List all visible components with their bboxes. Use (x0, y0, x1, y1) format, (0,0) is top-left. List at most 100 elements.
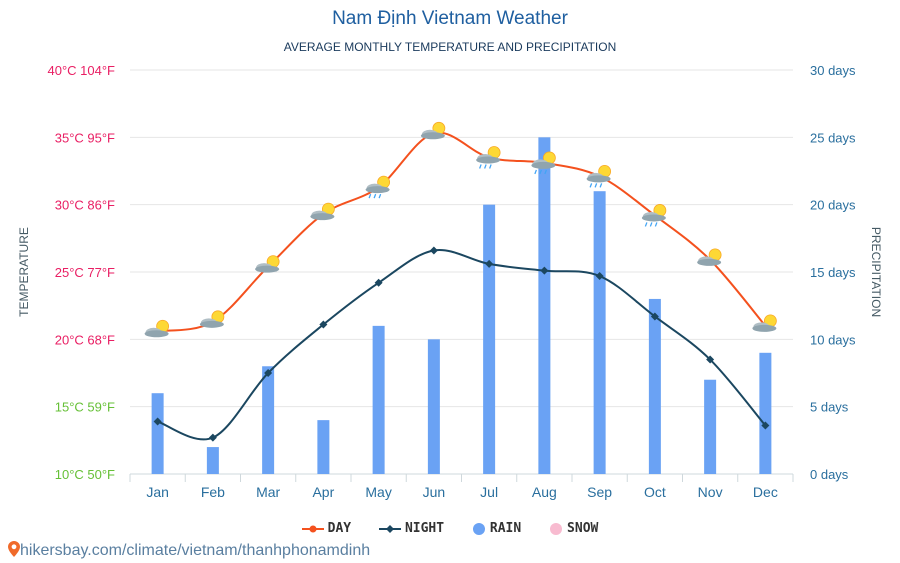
chart-title: Nam Định Vietnam Weather (332, 8, 568, 29)
night-point (706, 355, 715, 364)
legend: DAY NIGHT RAIN SNOW (0, 521, 900, 536)
cloud-shape (586, 175, 611, 183)
cloud-shape (531, 161, 556, 169)
night-point (540, 266, 549, 275)
rain-drop (484, 164, 487, 169)
source-link[interactable]: hikersbay.com/climate/vietnam/thanhphona… (8, 541, 370, 560)
cloud-shape (752, 324, 777, 332)
day-line-icon (301, 525, 324, 532)
rain-bar (427, 339, 440, 474)
sun-rain-cloud-icon (586, 164, 612, 188)
rain-drop (649, 222, 653, 227)
x-tick-label: Aug (532, 484, 557, 500)
sun-cloud-icon (752, 314, 777, 332)
left-tick-label: 15°C 59°F (55, 400, 115, 415)
right-tick-label: 25 days (810, 130, 856, 145)
legend-item-snow[interactable]: SNOW (549, 521, 598, 536)
rain-drop (489, 164, 492, 169)
night-point (650, 312, 659, 321)
sun-rain-cloud-icon (365, 175, 391, 199)
night-line (157, 248, 767, 441)
legend-label-day: DAY (327, 521, 352, 536)
right-tick-label: 30 days (810, 63, 856, 78)
rain-drop (539, 169, 542, 175)
left-tick-label: 30°C 86°F (55, 198, 115, 213)
x-tick-label: Jun (423, 484, 446, 500)
x-tick-label: Mar (256, 484, 280, 500)
rain-bar (262, 366, 275, 474)
night-point (761, 421, 770, 430)
x-tick-label: Nov (698, 484, 723, 500)
night-point (485, 259, 494, 268)
rain-bar (372, 325, 385, 474)
sun-rain-cloud-icon (641, 204, 667, 227)
sun-cloud-icon (697, 248, 722, 266)
x-tick-label: Dec (753, 484, 778, 500)
source-url: hikersbay.com/climate/vietnam/thanhphona… (20, 542, 371, 559)
rain-drop (534, 169, 537, 175)
chart-subtitle: AVERAGE MONTHLY TEMPERATURE AND PRECIPIT… (283, 40, 617, 54)
x-tick-label: Apr (312, 484, 334, 500)
sun-cloud-icon (255, 255, 280, 273)
right-axis-title: PRECIPITATION (869, 227, 883, 317)
cloud-shape (144, 330, 169, 338)
x-tick-label: Jan (146, 484, 169, 500)
rain-drop (589, 183, 593, 188)
x-tick-label: Sep (587, 484, 612, 500)
right-tick-label: 5 days (810, 400, 849, 415)
rain-bar (483, 204, 496, 474)
sun-rain-cloud-icon (531, 151, 556, 175)
legend-item-night[interactable]: NIGHT (378, 521, 445, 536)
left-tick-label: 25°C 77°F (55, 265, 115, 280)
right-tick-label: 10 days (810, 332, 856, 347)
night-point (153, 417, 162, 426)
sun-cloud-icon (199, 310, 225, 328)
legend-label-night: NIGHT (404, 521, 445, 536)
sun-cloud-icon (144, 319, 170, 338)
rain-drop (368, 193, 372, 199)
rain-bar (704, 379, 717, 474)
rain-drop (654, 222, 658, 227)
sun-cloud-icon (420, 121, 446, 140)
legend-item-rain[interactable]: RAIN (472, 521, 521, 536)
left-tick-label: 35°C 95°F (55, 130, 115, 145)
night-line-icon (378, 524, 401, 533)
cloud-shape (365, 186, 390, 194)
rain-bar (538, 137, 551, 475)
cloud-shape (476, 156, 501, 164)
rain-bar (151, 393, 164, 474)
snow-dot-icon (550, 522, 563, 535)
rain-bar (648, 298, 661, 474)
cloud-shape (641, 214, 666, 222)
day-line (157, 131, 767, 333)
legend-item-day[interactable]: DAY (301, 521, 352, 536)
night-point (319, 320, 328, 329)
rain-bar (206, 447, 219, 474)
x-tick-label: May (365, 484, 391, 500)
left-tick-label: 20°C 68°F (55, 332, 115, 347)
left-tick-label: 40°C 104°F (48, 63, 116, 78)
legend-label-rain: RAIN (489, 521, 522, 536)
rain-bar (759, 352, 772, 474)
map-pin-icon (8, 541, 20, 557)
night-point (264, 369, 273, 377)
cloud-shape (199, 320, 224, 328)
right-tick-label: 15 days (810, 265, 856, 280)
rain-dot-icon (472, 522, 485, 535)
rain-drop (599, 183, 603, 188)
rain-bar (593, 191, 606, 474)
rain-bar (317, 420, 330, 474)
right-tick-label: 0 days (810, 467, 849, 482)
night-point (595, 272, 604, 281)
sun-cloud-icon (310, 202, 335, 221)
cloud-shape (420, 132, 445, 140)
rain-drop (644, 222, 648, 227)
night-point (429, 246, 438, 255)
x-tick-label: Oct (644, 484, 666, 500)
x-tick-label: Jul (480, 484, 498, 500)
cloud-shape (255, 265, 280, 273)
rain-drop (378, 193, 382, 199)
right-tick-label: 20 days (810, 198, 856, 213)
night-point (208, 433, 217, 442)
